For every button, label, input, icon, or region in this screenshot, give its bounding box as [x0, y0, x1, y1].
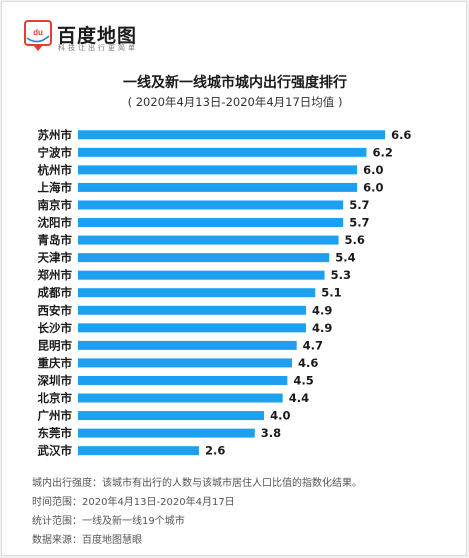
value-label: 2.6 [205, 444, 225, 458]
bar [78, 375, 288, 385]
bar [78, 393, 283, 403]
bar [78, 130, 386, 140]
value-label: 4.5 [293, 373, 313, 387]
value-label: 4.0 [270, 409, 290, 423]
note-time-range: 时间范围：2020年4月13日-2020年4月17日 [32, 497, 235, 508]
value-label: 6.6 [391, 128, 411, 142]
value-label: 5.4 [335, 251, 355, 265]
category-label: 昆明市 [38, 338, 73, 352]
bar [78, 288, 316, 298]
category-label: 长沙市 [38, 321, 73, 335]
value-label: 4.6 [298, 356, 318, 370]
value-label: 3.8 [261, 426, 281, 440]
category-label: 广州市 [38, 409, 73, 423]
note-definition: 城内出行强度：该城市有出行的人数与该城市居住人口比值的指数化结果。 [32, 478, 362, 489]
category-label: 天津市 [38, 251, 73, 265]
bar [78, 305, 306, 315]
bar [78, 253, 330, 263]
category-label: 西安市 [38, 303, 73, 317]
bar [78, 428, 255, 438]
category-label: 上海市 [38, 180, 73, 194]
category-label: 苏州市 [38, 128, 73, 142]
bar [78, 200, 344, 210]
category-label: 武汉市 [38, 444, 73, 458]
logo-mark-text: du [33, 28, 43, 37]
bar [78, 358, 293, 368]
category-label: 杭州市 [38, 163, 73, 177]
bar [78, 147, 367, 157]
bar-chart: 苏州市 6.6 宁波市 6.2 杭州市 6.0 上海市 6.0 南京市 5.7 沈阳市 5.7 青岛市 5… [38, 128, 412, 458]
notes-block: 城内出行强度：该城市有出行的人数与该城市居住人口比值的指数化结果。 时间范围：2… [32, 474, 362, 550]
category-label: 郑州市 [38, 268, 73, 282]
value-label: 5.7 [349, 198, 369, 212]
brand-name: 百度地图 [57, 25, 138, 47]
bar [78, 323, 306, 333]
value-label: 4.9 [312, 321, 332, 335]
chart-title: 一线及新一线城市城内出行强度排行 [123, 75, 347, 91]
category-label: 沈阳市 [38, 216, 73, 230]
category-label: 南京市 [38, 198, 73, 212]
value-label: 6.0 [363, 180, 383, 194]
category-label: 深圳市 [38, 373, 73, 387]
bar [78, 340, 297, 350]
map-pin-icon: du [24, 20, 52, 51]
value-label: 4.7 [303, 338, 323, 352]
bar [78, 165, 358, 175]
value-label: 5.3 [331, 268, 351, 282]
category-label: 青岛市 [38, 233, 73, 247]
value-label: 6.2 [372, 145, 392, 159]
value-label: 5.1 [321, 286, 341, 300]
category-label: 北京市 [38, 391, 73, 405]
category-label: 东莞市 [38, 426, 73, 440]
bar [78, 411, 265, 421]
value-label: 5.6 [345, 233, 365, 247]
chart-subtitle: ( 2020年4月13日-2020年4月17日均值 ) [127, 95, 343, 109]
brand-tagline: 科技让出行更简单 [58, 44, 138, 52]
bar [78, 218, 344, 228]
note-source: 数据来源：百度地图慧眼 [32, 535, 142, 546]
value-label: 4.4 [289, 391, 309, 405]
bar [78, 235, 339, 245]
category-label: 重庆市 [38, 356, 73, 370]
bar [78, 182, 358, 192]
bar [78, 270, 325, 280]
note-scope: 统计范围：一线及新一线19个城市 [32, 516, 185, 527]
category-label: 成都市 [38, 286, 73, 300]
value-label: 5.7 [349, 216, 369, 230]
value-label: 4.9 [312, 303, 332, 317]
value-label: 6.0 [363, 163, 383, 177]
category-label: 宁波市 [38, 145, 73, 159]
bar [78, 446, 199, 456]
